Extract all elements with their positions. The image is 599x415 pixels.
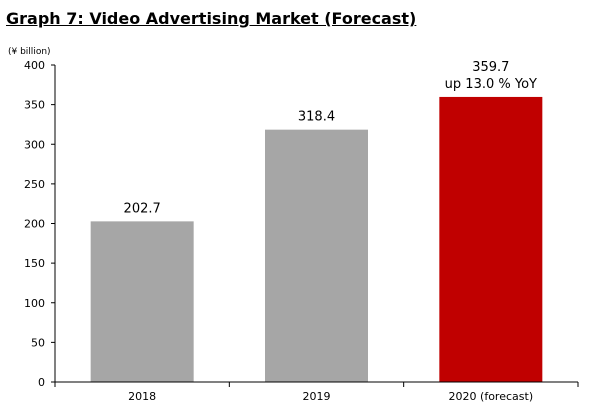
x-tick-label: 2018 bbox=[128, 390, 156, 403]
x-tick-label: 2019 bbox=[303, 390, 331, 403]
chart-title: Graph 7: Video Advertising Market (Forec… bbox=[6, 9, 417, 28]
y-tick-label: 200 bbox=[24, 218, 45, 231]
data-label: 359.7 bbox=[472, 60, 509, 75]
bars-group bbox=[90, 96, 543, 383]
x-axis: 2018 2019 2020 (forecast) bbox=[54, 381, 579, 403]
y-tick-label: 350 bbox=[24, 99, 45, 112]
bar bbox=[265, 129, 368, 382]
y-tick-label: 50 bbox=[31, 336, 45, 349]
bar bbox=[439, 96, 543, 383]
bar bbox=[90, 221, 194, 382]
data-label: 202.7 bbox=[124, 201, 161, 216]
y-tick-label: 150 bbox=[24, 257, 45, 270]
y-tick-label: 300 bbox=[24, 138, 45, 151]
y-axis: 0 50 100 150 200 250 300 350 400 bbox=[24, 59, 56, 389]
data-label: 318.4 bbox=[298, 110, 335, 125]
y-tick-label: 250 bbox=[24, 178, 45, 191]
y-tick-label: 400 bbox=[24, 59, 45, 72]
data-labels-group: 202.7 318.4 359.7 up 13.0 % YoY bbox=[124, 60, 537, 216]
y-axis-unit-label: (¥ billion) bbox=[8, 47, 51, 57]
y-tick-label: 0 bbox=[38, 376, 45, 389]
data-label: up 13.0 % YoY bbox=[445, 77, 537, 92]
y-tick-label: 100 bbox=[24, 297, 45, 310]
x-tick-label: 2020 (forecast) bbox=[449, 390, 534, 403]
